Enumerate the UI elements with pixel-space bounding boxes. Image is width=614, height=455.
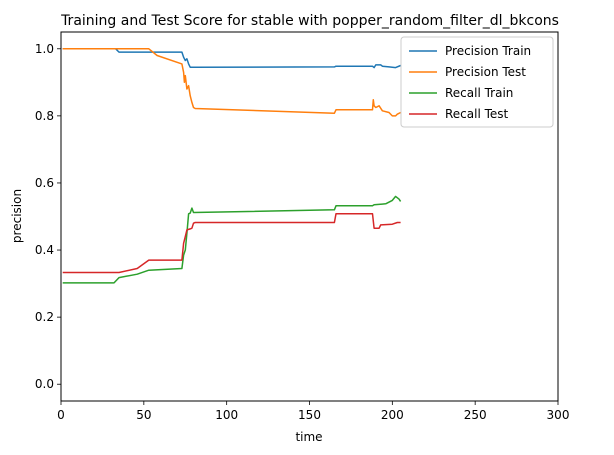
y-tick-label: 0.0 bbox=[35, 377, 54, 391]
y-tick-label: 1.0 bbox=[35, 42, 54, 56]
legend-box bbox=[400, 36, 554, 128]
plot-lines bbox=[62, 48, 402, 284]
x-tick-label: 250 bbox=[464, 408, 487, 422]
y-axis-label: precision bbox=[10, 189, 24, 243]
x-tick-label: 300 bbox=[547, 408, 570, 422]
x-axis-label: time bbox=[295, 430, 322, 444]
legend: Precision Train Precision Test Recall Trai… bbox=[400, 36, 554, 128]
series-line-2 bbox=[62, 195, 402, 284]
y-tick-label: 0.2 bbox=[35, 310, 54, 324]
x-axis: 0 50 100 150 200 250 300 bbox=[57, 401, 569, 422]
legend-label: Recall Train bbox=[445, 86, 513, 100]
chart-title: Training and Test Score for stable with … bbox=[60, 13, 559, 29]
x-tick-label: 200 bbox=[381, 408, 404, 422]
series-line-1 bbox=[62, 48, 401, 117]
x-tick-label: 100 bbox=[215, 408, 238, 422]
series-line-3 bbox=[62, 213, 401, 274]
legend-label: Precision Train bbox=[445, 44, 531, 58]
x-tick-label: 50 bbox=[136, 408, 151, 422]
x-tick-label: 150 bbox=[298, 408, 321, 422]
series-line-0 bbox=[62, 48, 401, 69]
y-tick-label: 0.8 bbox=[35, 109, 54, 123]
x-tick-label: 0 bbox=[57, 408, 65, 422]
y-axis: 0.0 0.2 0.4 0.6 0.8 1.0 bbox=[35, 42, 61, 391]
legend-label: Recall Test bbox=[445, 107, 509, 121]
legend-label: Precision Test bbox=[445, 65, 526, 79]
y-tick-label: 0.6 bbox=[35, 176, 54, 190]
y-tick-label: 0.4 bbox=[35, 243, 54, 257]
